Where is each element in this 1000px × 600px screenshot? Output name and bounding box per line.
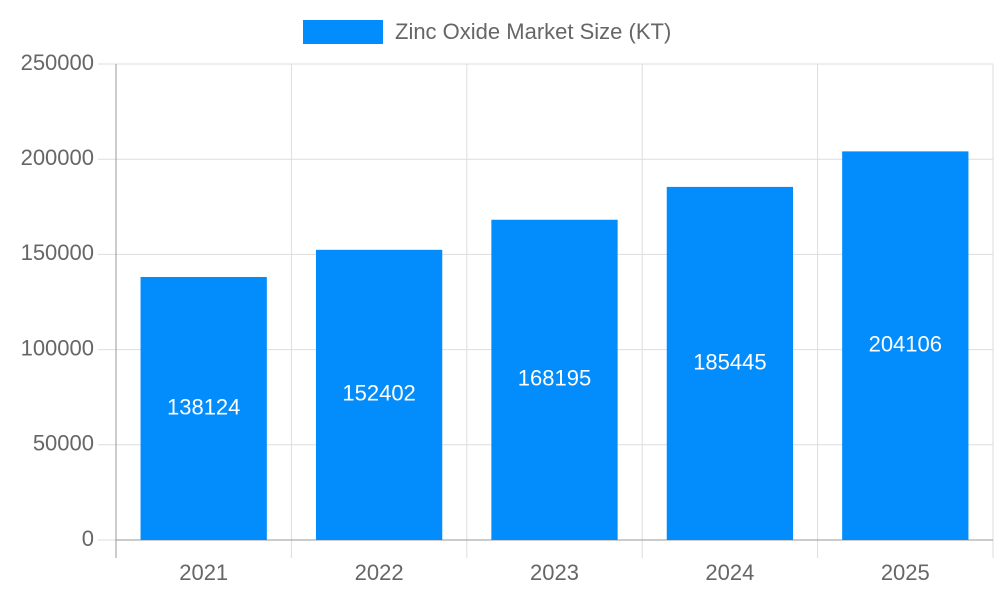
y-tick-label: 100000 [21, 335, 94, 360]
y-tick-label: 250000 [21, 50, 94, 75]
legend-swatch [303, 20, 383, 44]
y-tick-label: 0 [82, 526, 94, 551]
bar [140, 277, 267, 540]
y-tick-label: 50000 [33, 431, 94, 456]
bar [842, 151, 969, 540]
value-label: 138124 [167, 394, 240, 419]
x-tick-label: 2024 [705, 560, 754, 585]
bar [491, 219, 618, 540]
value-label: 185445 [693, 349, 766, 374]
x-tick-label: 2022 [355, 560, 404, 585]
value-label: 168195 [518, 366, 591, 391]
value-label: 152402 [342, 381, 415, 406]
x-tick-label: 2023 [530, 560, 579, 585]
bar [315, 249, 443, 540]
y-tick-label: 150000 [21, 240, 94, 265]
legend-label: Zinc Oxide Market Size (KT) [395, 19, 671, 44]
x-tick-label: 2021 [179, 560, 228, 585]
bar [666, 186, 794, 540]
y-tick-label: 200000 [21, 145, 94, 170]
x-tick-label: 2025 [881, 560, 930, 585]
value-label: 204106 [869, 332, 942, 357]
